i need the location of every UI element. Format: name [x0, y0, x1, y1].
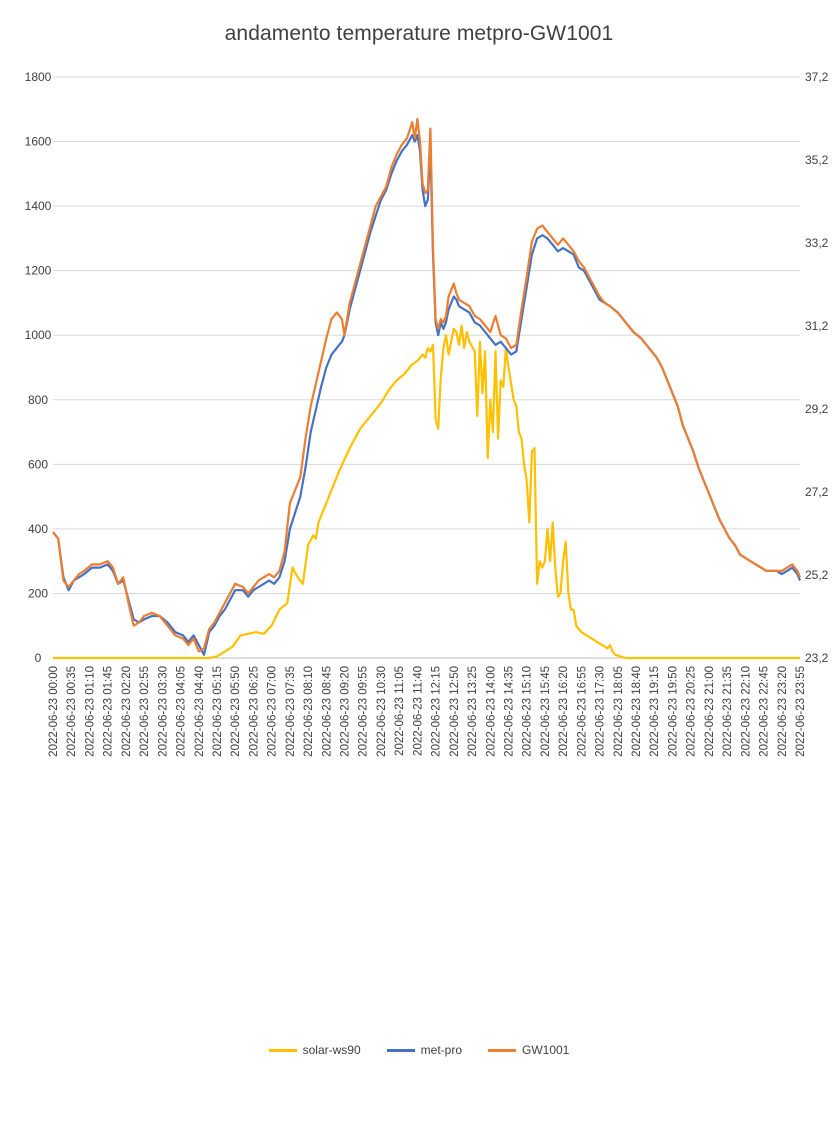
x-tick-label: 2022-06-23 08:45 [321, 666, 333, 757]
x-tick-label: 2022-06-23 18:40 [631, 666, 643, 757]
x-tick-label: 2022-06-23 04:05 [176, 666, 188, 757]
x-tick-label: 2022-06-23 11:40 [412, 666, 424, 756]
y-left-tick-label: 1600 [25, 135, 52, 149]
x-tick-label: 2022-06-23 13:25 [467, 666, 479, 757]
y-left-tick-label: 400 [28, 522, 48, 536]
y-right-tick-label: 23,2 [805, 651, 829, 665]
y-right-tick-label: 27,2 [805, 485, 829, 499]
x-tick-label: 2022-06-23 22:10 [740, 666, 752, 757]
legend-label: GW1001 [522, 1043, 570, 1057]
legend-item: met-pro [386, 1043, 462, 1057]
x-tick-label: 2022-06-23 11:05 [394, 666, 406, 756]
legend: solar-ws90 met-pro GW1001 [0, 1040, 838, 1060]
x-tick-label: 2022-06-23 16:20 [558, 666, 570, 757]
chart-title: andamento temperature metpro-GW1001 [224, 22, 614, 45]
x-tick-label: 2022-06-23 04:40 [194, 666, 206, 757]
x-tick-label: 2022-06-23 12:50 [449, 666, 461, 757]
x-tick-label: 2022-06-23 14:00 [485, 666, 497, 757]
legend-swatch [488, 1048, 516, 1052]
x-tick-label: 2022-06-23 06:25 [248, 666, 260, 757]
x-tick-label: 2022-06-23 03:30 [157, 666, 169, 757]
y-left-tick-label: 600 [28, 457, 48, 471]
x-tick-label: 2022-06-23 00:00 [48, 666, 60, 757]
x-tick-label: 2022-06-23 19:50 [667, 666, 679, 757]
x-tick-label: 2022-06-23 23:55 [795, 666, 807, 757]
x-tick-label: 2022-06-23 09:55 [358, 666, 370, 757]
x-tick-label: 2022-06-23 01:10 [84, 666, 96, 757]
x-tick-label: 2022-06-23 09:20 [340, 666, 352, 757]
x-tick-label: 2022-06-23 18:05 [613, 666, 625, 757]
x-tick-label: 2022-06-23 07:00 [267, 666, 279, 757]
x-tick-label: 2022-06-23 05:15 [212, 666, 224, 757]
x-tick-label: 2022-06-23 20:25 [686, 666, 698, 757]
series-line-gw1001 [52, 117, 802, 653]
legend-label: met-pro [420, 1043, 462, 1057]
legend-label: solar-ws90 [302, 1043, 361, 1057]
y-left-tick-label: 1400 [25, 199, 52, 213]
x-tick-label: 2022-06-23 14:35 [503, 666, 515, 757]
x-tick-label: 2022-06-23 10:30 [376, 666, 388, 757]
x-tick-label: 2022-06-23 16:55 [576, 666, 588, 757]
x-tick-label: 2022-06-23 00:35 [66, 666, 78, 757]
x-tick-label: 2022-06-23 22:45 [759, 666, 771, 757]
y-right-tick-label: 31,2 [805, 319, 829, 333]
x-tick-label: 2022-06-23 21:35 [722, 666, 734, 757]
y-right-tick-label: 37,2 [805, 70, 829, 84]
y-right-tick-label: 25,2 [805, 568, 829, 582]
x-tick-label: 2022-06-23 19:15 [649, 666, 661, 757]
y-left-tick-label: 1800 [25, 70, 52, 84]
x-tick-label: 2022-06-23 07:35 [285, 666, 297, 757]
x-tick-label: 2022-06-23 23:20 [777, 666, 789, 757]
series-line-met-pro [52, 134, 802, 656]
y-right-tick-label: 29,2 [805, 402, 829, 416]
legend-item: GW1001 [488, 1043, 569, 1057]
y-right-tick-label: 35,2 [805, 153, 829, 167]
x-tick-label: 2022-06-23 05:50 [230, 666, 242, 757]
x-tick-label: 2022-06-23 02:20 [121, 666, 133, 757]
y-left-tick-label: 200 [28, 586, 48, 600]
x-tick-label: 2022-06-23 15:10 [522, 666, 534, 757]
x-tick-label: 2022-06-23 01:45 [103, 666, 115, 757]
x-tick-label: 2022-06-23 02:55 [139, 666, 151, 757]
x-tick-label: 2022-06-23 12:15 [431, 666, 443, 757]
y-left-tick-label: 0 [35, 651, 42, 665]
legend-swatch [386, 1048, 415, 1052]
y-left-tick-label: 800 [28, 393, 48, 407]
series-line-solar-ws90 [53, 324, 800, 660]
y-right-tick-label: 33,2 [805, 236, 829, 250]
x-tick-label: 2022-06-23 21:00 [704, 666, 716, 757]
x-tick-label: 2022-06-23 15:45 [540, 666, 552, 757]
x-tick-label: 2022-06-23 17:30 [595, 666, 607, 757]
legend-item: solar-ws90 [268, 1043, 361, 1057]
legend-swatch [268, 1048, 297, 1052]
y-left-tick-label: 1000 [25, 328, 52, 342]
y-left-tick-label: 1200 [25, 264, 52, 278]
x-tick-label: 2022-06-23 08:10 [303, 666, 315, 757]
